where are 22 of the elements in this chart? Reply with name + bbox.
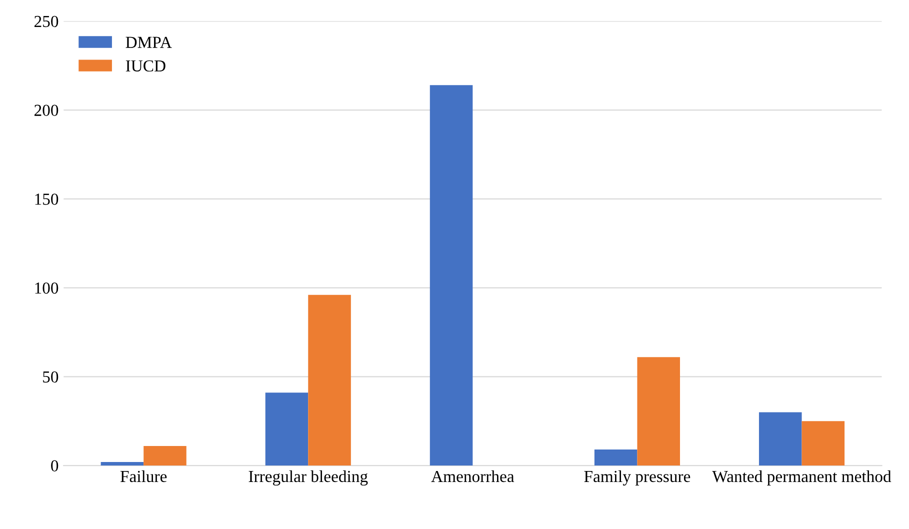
- x-tick-label: Family pressure: [584, 470, 690, 486]
- bar: [308, 294, 351, 466]
- bar: [802, 421, 845, 466]
- x-tick-label: Failure: [120, 470, 167, 482]
- x-tick-label: Irregular bleeding: [248, 470, 368, 486]
- y-tick-label: 0: [51, 460, 58, 472]
- bar: [758, 412, 802, 466]
- y-tick-label: 250: [34, 16, 58, 28]
- x-tick-label: Wanted permanent method: [712, 470, 892, 486]
- bar: [637, 357, 680, 466]
- y-tick-label: 100: [35, 282, 58, 294]
- y-tick-label: 200: [34, 104, 58, 116]
- legend-label: IUCD: [126, 60, 166, 72]
- bar: [144, 446, 186, 466]
- y-tick-label: 150: [35, 194, 58, 205]
- y-tick-label: 50: [43, 371, 58, 383]
- legend-label: DMPA: [126, 36, 172, 48]
- bar: [594, 450, 638, 466]
- bar: [430, 85, 473, 466]
- x-tick-label: Amenorrhea: [431, 470, 514, 482]
- bar: [100, 462, 144, 466]
- bar: [265, 392, 308, 466]
